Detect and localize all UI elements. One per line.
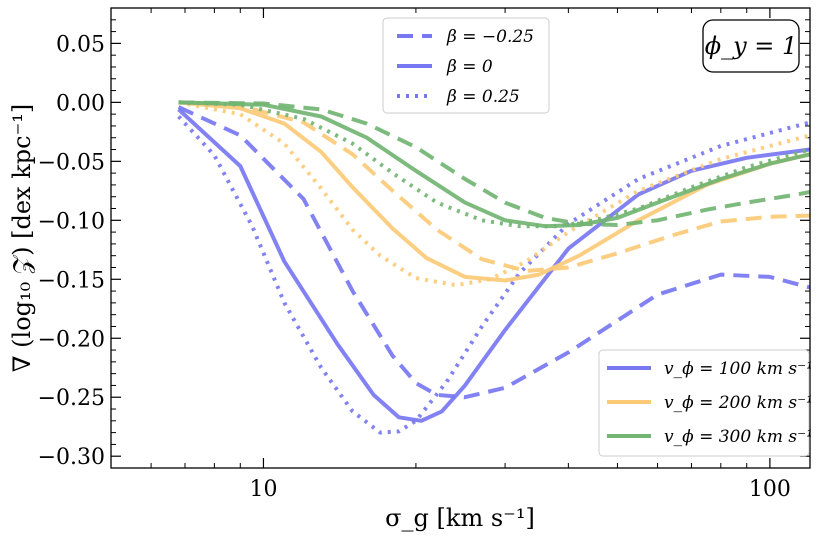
- series-line: [178, 100, 811, 229]
- y-tick-label: −0.30: [38, 445, 105, 470]
- y-tick-label: −0.10: [38, 209, 105, 234]
- x-tick-label: 100: [749, 477, 791, 502]
- series-line: [177, 105, 811, 400]
- series-line: [178, 100, 811, 283]
- y-tick-label: 0.05: [56, 32, 105, 57]
- legend-beta: β = −0.25 β = 0 β = 0.25: [382, 17, 550, 114]
- legend-beta-label: β = 0.25: [446, 87, 520, 107]
- y-tick-label: −0.20: [38, 327, 105, 352]
- plot-frame: [110, 7, 811, 469]
- legend-beta-label: β = −0.25: [446, 27, 534, 47]
- y-tick-label: −0.15: [38, 268, 105, 293]
- y-tick-label: −0.25: [38, 386, 105, 411]
- legend-vphi-label: v_ϕ = 300 km s⁻¹: [664, 427, 813, 447]
- series-line: [178, 100, 811, 273]
- series-line: [178, 100, 811, 288]
- legend-vphi-label: v_ϕ = 100 km s⁻¹: [664, 359, 813, 379]
- series-line: [178, 100, 811, 229]
- series-layer: [177, 100, 811, 435]
- ticks-layer: 10 100 0.05 0.00 −0.05 −0.10 −0.15 −0.20 −0.25 −0…: [38, 7, 810, 502]
- annotation-box: ϕ_y = 1: [702, 19, 800, 73]
- annotation-text: ϕ_y = 1: [705, 32, 798, 60]
- series-line: [177, 107, 811, 423]
- legend-vphi: v_ϕ = 100 km s⁻¹ v_ϕ = 200 km s⁻¹ v_ϕ = 30…: [598, 349, 813, 457]
- legend-beta-label: β = 0: [446, 57, 493, 77]
- series-line: [178, 100, 811, 227]
- legend-vphi-label: v_ϕ = 200 km s⁻¹: [664, 393, 813, 413]
- y-tick-label: 0.00: [56, 91, 105, 116]
- x-tick-label: 10: [249, 477, 277, 502]
- x-axis-label: σ_g [km s⁻¹]: [385, 504, 535, 532]
- y-axis-label: ∇ (log₁₀ 𝒵) [dex kpc⁻¹]: [8, 104, 36, 372]
- y-tick-label: −0.05: [38, 150, 105, 175]
